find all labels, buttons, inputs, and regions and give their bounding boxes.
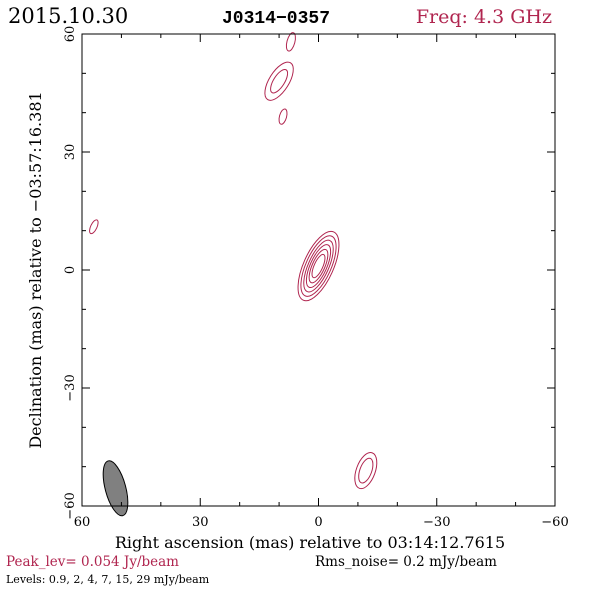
peak-level: Peak_lev= 0.054 Jy/beam xyxy=(6,554,179,570)
contour-layer xyxy=(89,32,378,490)
contour-component xyxy=(297,230,340,302)
y-tick-label: −60 xyxy=(63,492,78,519)
contour-line xyxy=(285,32,296,52)
contour-line xyxy=(264,61,294,101)
frequency-label: Freq: 4.3 GHz xyxy=(416,6,552,28)
contour-component xyxy=(264,61,294,101)
x-tick-label: 60 xyxy=(74,515,91,530)
y-tick-label: −30 xyxy=(63,374,78,401)
plot-frame xyxy=(81,33,556,507)
contour-line xyxy=(300,235,337,297)
x-axis-label: Right ascension (mas) relative to 03:14:… xyxy=(115,533,505,552)
contour-line xyxy=(305,244,332,289)
y-axis-label: Declination (mas) relative to −03:57:16.… xyxy=(26,91,45,448)
contour-component xyxy=(278,108,288,125)
contour-line xyxy=(278,108,288,125)
observation-date: 2015.10.30 xyxy=(8,4,128,28)
beam-layer xyxy=(102,460,129,517)
x-tick-label: −60 xyxy=(541,515,568,530)
contour-line xyxy=(303,239,334,293)
contour-component xyxy=(285,32,296,52)
contour-line xyxy=(89,219,99,235)
restoring-beam xyxy=(102,460,129,517)
y-tick-label: 60 xyxy=(63,26,78,43)
contour-line xyxy=(308,248,329,284)
contour-line xyxy=(297,230,340,302)
contour-line xyxy=(354,452,378,490)
x-tick-label: 30 xyxy=(192,515,209,530)
contour-line xyxy=(358,457,374,484)
y-tick-label: 30 xyxy=(63,144,78,161)
contour-component xyxy=(354,452,378,490)
y-tick-label: 0 xyxy=(63,266,78,274)
x-tick-label: −30 xyxy=(423,515,450,530)
contour-line xyxy=(311,253,326,279)
contour-levels: Levels: 0.9, 2, 4, 7, 15, 29 mJy/beam xyxy=(6,573,210,586)
rms-noise: Rms_noise= 0.2 mJy/beam xyxy=(315,554,497,570)
contour-component xyxy=(89,219,99,235)
source-name: J0314−0357 xyxy=(222,9,330,29)
x-tick-label: 0 xyxy=(314,515,322,530)
contour-line xyxy=(270,68,289,94)
axis-ticks: 60 30 0 −30 −60 −60 −30 0 30 60 xyxy=(63,26,569,530)
